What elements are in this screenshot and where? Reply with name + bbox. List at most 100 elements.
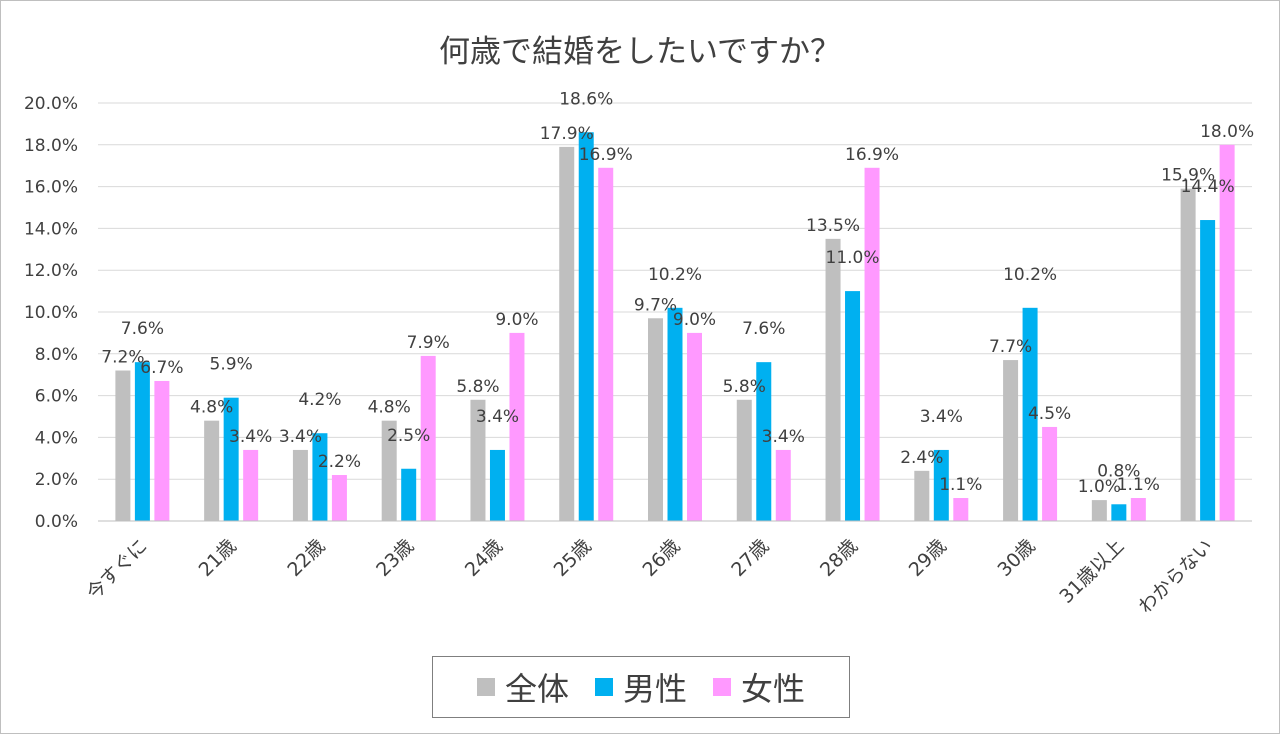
bar xyxy=(401,468,417,521)
x-tick-label: 31歳以上 xyxy=(1055,535,1128,608)
y-tick-label: 6.0% xyxy=(35,387,78,407)
data-label: 0.8% xyxy=(1097,461,1140,481)
data-label: 10.2% xyxy=(1003,265,1057,285)
y-tick-label: 8.0% xyxy=(35,345,78,365)
y-tick-label: 0.0% xyxy=(35,512,78,532)
legend-label-all: 全体 xyxy=(504,670,569,708)
bar xyxy=(953,498,969,521)
legend-label-female: 女性 xyxy=(741,670,806,708)
bar xyxy=(223,397,239,521)
bar xyxy=(381,420,397,521)
bar xyxy=(756,362,772,521)
data-label: 4.5% xyxy=(1028,404,1071,424)
bar xyxy=(933,449,949,521)
bar xyxy=(687,332,702,521)
data-label: 3.4% xyxy=(476,407,519,427)
y-tick-label: 20.0% xyxy=(24,94,78,114)
x-tick-label: 22歳 xyxy=(283,535,329,581)
legend-label-male: 男性 xyxy=(622,670,687,708)
bar xyxy=(648,318,663,521)
legend: 全体 男性 女性 xyxy=(432,656,850,718)
bar xyxy=(331,475,347,521)
y-tick-label: 16.0% xyxy=(24,178,78,198)
y-tick-label: 12.0% xyxy=(24,261,78,281)
bar xyxy=(864,167,880,522)
bar xyxy=(420,355,436,521)
data-label: 4.2% xyxy=(298,390,341,410)
bar xyxy=(578,132,594,521)
bar xyxy=(154,380,170,521)
bar xyxy=(489,449,505,521)
data-label: 4.8% xyxy=(368,398,411,418)
bar xyxy=(914,470,930,521)
x-tick-label: 23歳 xyxy=(372,535,418,581)
data-label: 1.0% xyxy=(1078,477,1121,497)
bar xyxy=(1180,188,1196,521)
data-label: 7.2% xyxy=(101,348,144,368)
bar xyxy=(1003,360,1019,521)
x-tick-label: 30歳 xyxy=(994,535,1040,581)
y-tick-label: 18.0% xyxy=(24,136,78,156)
chart-title: 何歳で結婚をしたいですか？ xyxy=(438,34,842,70)
x-tick-label: 25歳 xyxy=(550,535,596,581)
x-tick-label: 24歳 xyxy=(461,535,507,581)
bar xyxy=(204,420,220,521)
data-label: 2.2% xyxy=(318,452,361,472)
y-tick-label: 2.0% xyxy=(35,470,78,490)
y-tick-label: 4.0% xyxy=(35,428,78,448)
legend-item-female: 女性 xyxy=(713,664,805,710)
x-tick-label: わからない xyxy=(1134,535,1217,618)
x-tick-label: 27歳 xyxy=(727,535,773,581)
bar xyxy=(845,291,861,521)
bar xyxy=(509,332,525,521)
data-label: 10.2% xyxy=(648,265,702,285)
data-label: 9.0% xyxy=(495,310,538,330)
x-tick-label: 29歳 xyxy=(905,535,951,581)
data-label: 15.9% xyxy=(1161,166,1215,186)
bar xyxy=(825,238,841,521)
data-label: 3.4% xyxy=(229,427,272,447)
bar xyxy=(1091,500,1107,521)
bar xyxy=(115,370,131,521)
data-label: 3.4% xyxy=(920,407,963,427)
legend-swatch-all xyxy=(476,678,495,696)
bar xyxy=(667,307,683,521)
data-label: 3.4% xyxy=(762,427,805,447)
y-tick-label: 10.0% xyxy=(24,303,78,323)
data-label: 9.0% xyxy=(673,310,716,330)
data-label: 14.4% xyxy=(1181,177,1235,197)
data-label: 3.4% xyxy=(279,427,322,447)
data-label: 2.4% xyxy=(900,448,943,468)
bar xyxy=(312,433,328,521)
bar xyxy=(598,167,614,522)
data-label: 7.6% xyxy=(742,319,785,339)
data-label: 7.7% xyxy=(989,337,1032,357)
bar xyxy=(1219,144,1235,522)
x-tick-label: 今すぐに xyxy=(83,535,152,604)
legend-item-male: 男性 xyxy=(594,664,687,710)
bar xyxy=(134,362,150,521)
data-label: 4.8% xyxy=(190,398,233,418)
y-tick-label: 14.0% xyxy=(24,219,78,239)
data-label: 7.9% xyxy=(407,333,450,353)
bar xyxy=(559,146,575,521)
data-label: 5.8% xyxy=(456,377,499,397)
data-label: 7.6% xyxy=(121,319,164,339)
bar xyxy=(1130,498,1146,521)
bar xyxy=(1200,220,1216,522)
bar xyxy=(470,399,486,521)
data-label: 11.0% xyxy=(826,248,880,268)
bar xyxy=(243,449,259,521)
bar xyxy=(292,449,308,521)
data-label: 9.7% xyxy=(634,295,677,315)
data-label: 2.5% xyxy=(387,426,430,446)
data-label: 5.8% xyxy=(723,377,766,397)
data-label: 1.1% xyxy=(1117,475,1160,495)
bar xyxy=(1042,426,1058,521)
legend-item-all: 全体 xyxy=(476,664,569,710)
bar xyxy=(1022,307,1038,521)
data-label: 6.7% xyxy=(140,358,183,378)
x-tick-label: 26歳 xyxy=(638,535,684,581)
